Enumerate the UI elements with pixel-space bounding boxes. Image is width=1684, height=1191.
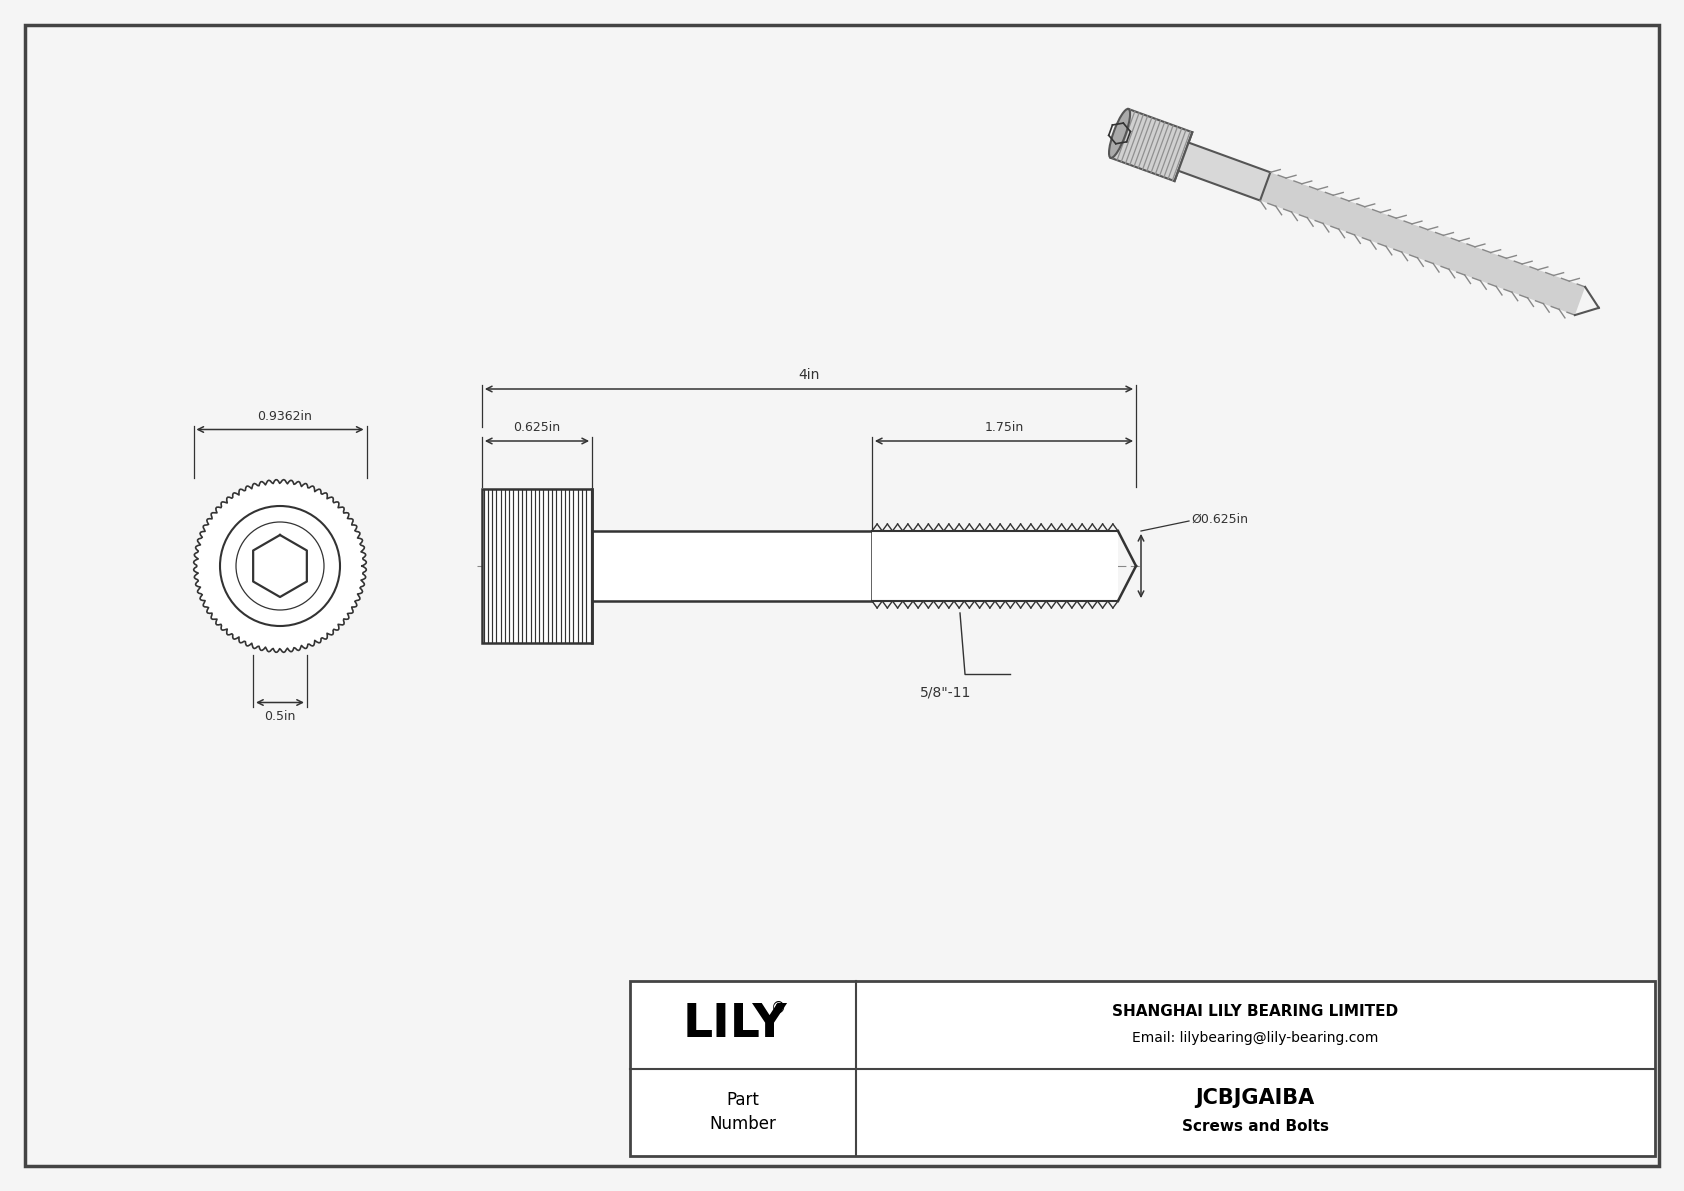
- Polygon shape: [1260, 173, 1585, 316]
- Text: LILY: LILY: [682, 1003, 786, 1047]
- Text: Part
Number: Part Number: [709, 1091, 776, 1133]
- Polygon shape: [194, 480, 367, 653]
- Bar: [593, 531, 872, 601]
- Text: JCBJGAIBA: JCBJGAIBA: [1196, 1089, 1315, 1109]
- Text: 4in: 4in: [798, 368, 820, 382]
- Text: Ø0.625in: Ø0.625in: [1191, 512, 1248, 525]
- Text: Email: lilybearing@lily-bearing.com: Email: lilybearing@lily-bearing.com: [1132, 1030, 1379, 1045]
- Polygon shape: [253, 535, 306, 597]
- Circle shape: [221, 506, 340, 626]
- Text: 0.9362in: 0.9362in: [258, 410, 313, 423]
- Polygon shape: [1111, 110, 1192, 181]
- Text: 0.5in: 0.5in: [264, 711, 296, 723]
- Polygon shape: [1179, 143, 1270, 200]
- Bar: [482, 490, 593, 643]
- Text: SHANGHAI LILY BEARING LIMITED: SHANGHAI LILY BEARING LIMITED: [1111, 1004, 1398, 1019]
- Text: 1.75in: 1.75in: [985, 420, 1024, 434]
- Bar: [630, 981, 1655, 1156]
- Text: 0.625in: 0.625in: [514, 420, 561, 434]
- Bar: [872, 531, 1118, 601]
- Bar: [482, 490, 593, 643]
- Text: 5/8"-11: 5/8"-11: [919, 686, 972, 700]
- Ellipse shape: [1110, 108, 1130, 158]
- Text: Screws and Bolts: Screws and Bolts: [1182, 1118, 1329, 1134]
- Text: ®: ®: [771, 1002, 786, 1016]
